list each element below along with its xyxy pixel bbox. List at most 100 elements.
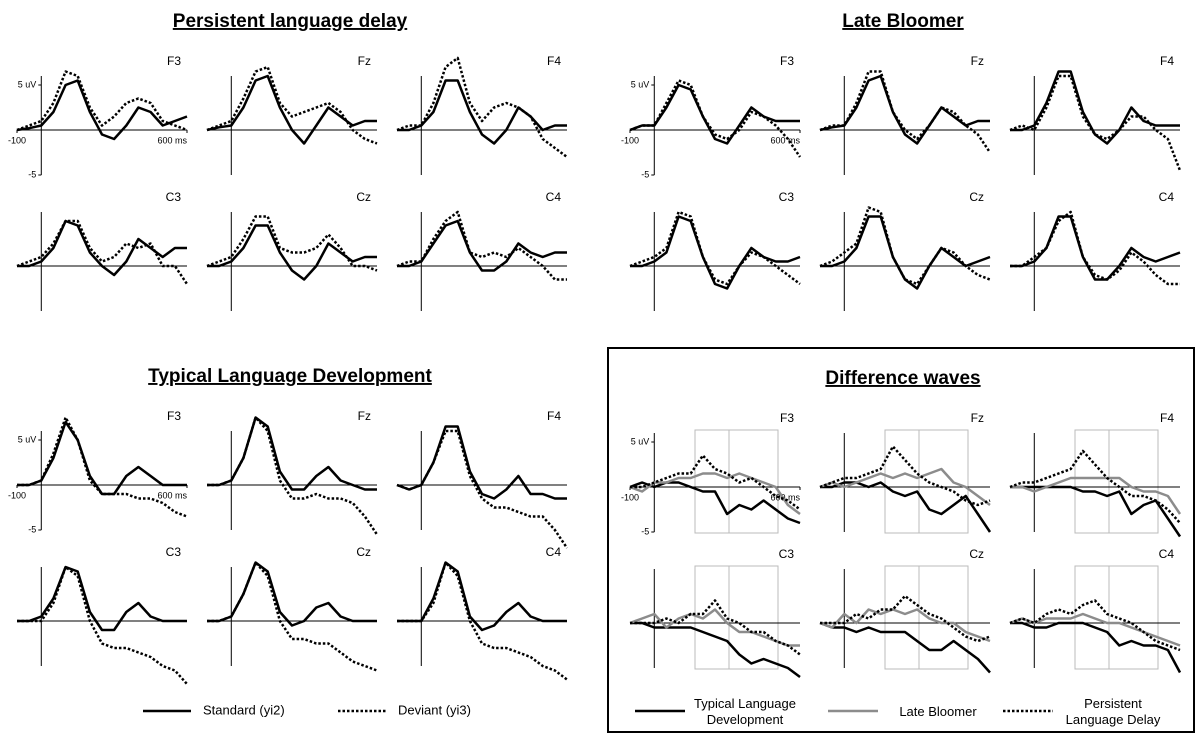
panel-label: C3 [779, 547, 795, 561]
panel-label: Cz [969, 190, 984, 204]
erp-wave [629, 481, 801, 525]
erp-wave [819, 74, 990, 145]
analysis-window [884, 565, 969, 670]
panel-label: C3 [779, 190, 795, 204]
y-tick-label: 5 uV [18, 79, 37, 89]
legend-label: Late Bloomer [899, 704, 977, 719]
erp-wave [1010, 476, 1182, 515]
panel-label: C4 [546, 190, 562, 204]
group-title: Typical Language Development [148, 366, 432, 387]
panel-label: C3 [166, 190, 182, 204]
legend-label-box: Late Bloomer [899, 704, 977, 719]
erp-wave [396, 210, 567, 281]
erp-wave [207, 561, 378, 672]
panel-label: C4 [546, 545, 562, 559]
erp-wave [206, 65, 378, 145]
y-tick-label: 5 uV [18, 434, 37, 444]
erp-wave [396, 425, 567, 500]
x-tick-label: -100 [621, 135, 639, 145]
erp-wave [17, 416, 188, 518]
erp-wave [396, 429, 569, 549]
erp-wave [16, 79, 188, 141]
erp-wave [1009, 74, 1182, 171]
panel-label: C4 [1159, 547, 1175, 561]
erp-wave [819, 621, 991, 674]
erp-wave [1009, 612, 1181, 647]
erp-wave [206, 74, 377, 145]
erp-wave [1010, 210, 1180, 286]
erp-wave [1010, 621, 1182, 674]
analysis-window [694, 429, 779, 534]
group-title: Persistent language delay [173, 11, 408, 32]
difference-frame [607, 347, 1195, 733]
legend-label: Persistent Language Delay [1065, 696, 1161, 727]
x-tick-label: 600 ms [157, 490, 187, 500]
erp-wave [819, 445, 991, 507]
analysis-window [694, 565, 779, 670]
panel-label: F3 [167, 409, 181, 423]
erp-wave [630, 215, 801, 290]
erp-wave [630, 599, 801, 656]
legend-label: Deviant (yi3) [398, 702, 471, 717]
analysis-window [1074, 429, 1159, 534]
group-title: Late Bloomer [842, 11, 964, 32]
erp-wave [17, 565, 187, 632]
erp-wave [629, 472, 801, 516]
y-tick-label: -5 [28, 524, 36, 534]
panel-label: Fz [358, 54, 371, 68]
panel-label: Cz [356, 545, 371, 559]
panel-label: Cz [969, 547, 984, 561]
erp-wave [397, 219, 567, 272]
erp-wave [16, 219, 189, 285]
erp-wave [819, 467, 991, 507]
erp-wave [397, 79, 567, 145]
x-tick-label: 600 ms [157, 135, 187, 145]
x-tick-label: 600 ms [770, 135, 800, 145]
group-title: Difference waves [825, 368, 980, 389]
erp-wave [820, 481, 992, 533]
panel-label: F4 [547, 409, 561, 423]
erp-wave [206, 215, 378, 272]
erp-wave [207, 416, 379, 536]
erp-wave [629, 210, 801, 286]
panel-label: Fz [358, 409, 371, 423]
erp-wave [207, 224, 377, 281]
erp-wave [1010, 215, 1181, 281]
erp-wave [397, 561, 568, 681]
panel-label: F3 [780, 411, 794, 425]
erp-wave [819, 206, 991, 286]
erp-wave [16, 70, 188, 132]
erp-wave [630, 454, 801, 511]
panel-label: Fz [971, 54, 984, 68]
x-tick-label: -100 [8, 135, 26, 145]
erp-wave [17, 565, 188, 685]
panel-label: F4 [1160, 54, 1174, 68]
panel-label: C4 [1159, 190, 1175, 204]
panel-label: Fz [971, 411, 984, 425]
erp-wave [207, 561, 377, 627]
erp-wave [819, 70, 992, 154]
panel-label: F3 [167, 54, 181, 68]
erp-wave [397, 561, 567, 632]
panel-label: F3 [780, 54, 794, 68]
legend-label-box: Typical Language Development [694, 696, 796, 727]
panel-label: F4 [1160, 411, 1174, 425]
panel-label: Cz [356, 190, 371, 204]
erp-wave [396, 56, 568, 159]
erp-wave [819, 608, 991, 643]
panel-label: F4 [547, 54, 561, 68]
erp-wave [1010, 485, 1182, 538]
x-tick-label: -100 [8, 490, 26, 500]
x-tick-label: 600 ms [770, 492, 800, 502]
erp-wave [1009, 599, 1181, 652]
erp-wave [1009, 449, 1181, 524]
legend-label-box: Persistent Language Delay [1065, 696, 1161, 727]
erp-wave [630, 621, 801, 679]
erp-wave [17, 420, 187, 496]
panel-label: C3 [166, 545, 182, 559]
y-tick-label: 5 uV [631, 79, 650, 89]
analysis-window [884, 429, 969, 534]
y-tick-label: -5 [641, 526, 649, 536]
x-tick-label: -100 [621, 492, 639, 502]
